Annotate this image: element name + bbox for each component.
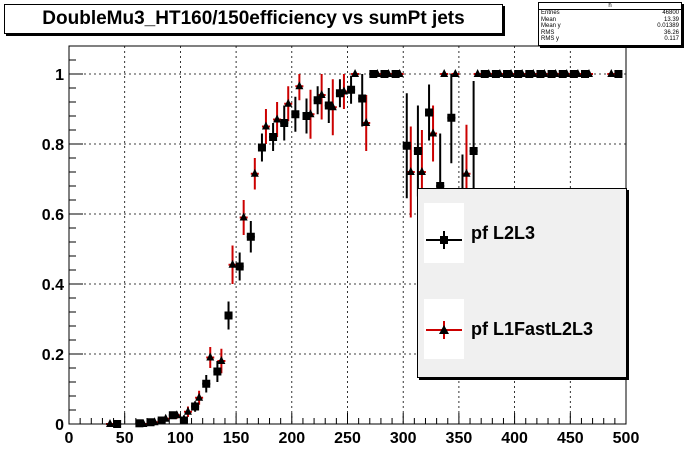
data-point-triangle bbox=[228, 259, 237, 268]
data-point-triangle bbox=[607, 69, 616, 77]
x-tick-label: 500 bbox=[613, 430, 640, 447]
data-point-square bbox=[179, 416, 188, 425]
x-tick-label: 150 bbox=[223, 430, 250, 447]
data-point-triangle bbox=[105, 419, 114, 427]
data-point-square bbox=[581, 70, 590, 78]
y-tick-label: 0.6 bbox=[42, 207, 64, 224]
data-point-triangle bbox=[239, 212, 248, 221]
y-tick-label: 0.4 bbox=[42, 277, 64, 294]
data-point-triangle bbox=[462, 168, 471, 177]
data-point-square bbox=[335, 89, 344, 98]
data-point-square bbox=[425, 108, 434, 117]
data-point-square bbox=[469, 147, 478, 155]
data-point-square bbox=[447, 113, 456, 122]
data-point-triangle bbox=[195, 392, 204, 401]
data-point-square bbox=[369, 70, 378, 78]
data-point-square bbox=[380, 70, 389, 78]
stats-name: h bbox=[539, 3, 681, 10]
data-point-triangle bbox=[295, 81, 304, 90]
data-point-triangle bbox=[217, 356, 226, 364]
axis-layer: 0 50 100 150 200 250 300 350 400 450 500 0 0.2 0.4 0.6… bbox=[42, 45, 640, 447]
data-point-triangle bbox=[273, 114, 282, 123]
data-point-triangle bbox=[417, 167, 426, 175]
data-point-triangle bbox=[429, 128, 438, 137]
data-point-triangle bbox=[261, 121, 270, 130]
data-point-square bbox=[491, 70, 500, 78]
data-point-square bbox=[291, 110, 300, 119]
data-point-square bbox=[614, 70, 623, 78]
data-point-square bbox=[525, 70, 534, 78]
data-point-square bbox=[246, 232, 255, 241]
legend-symbol-square bbox=[424, 203, 464, 263]
y-tick-label: 0.2 bbox=[42, 347, 64, 364]
data-point-square bbox=[558, 70, 567, 78]
data-point-square bbox=[257, 143, 266, 152]
data-point-triangle bbox=[473, 69, 482, 77]
data-point-square bbox=[224, 311, 233, 320]
x-tick-label: 250 bbox=[334, 430, 361, 447]
stats-row-entries: Entries 46800 bbox=[541, 10, 679, 16]
data-point-square bbox=[514, 70, 523, 78]
legend-label-2: pf L1FastL2L3 bbox=[471, 319, 594, 339]
data-point-square bbox=[547, 70, 556, 78]
data-point-triangle bbox=[451, 69, 460, 77]
data-point-triangle bbox=[284, 98, 293, 107]
x-tick-label: 350 bbox=[446, 430, 473, 447]
data-point-square bbox=[436, 182, 445, 190]
data-point-square bbox=[503, 70, 512, 78]
legend-symbol-triangle bbox=[424, 299, 464, 359]
stats-row-mean: Mean 13.39 bbox=[541, 16, 679, 23]
data-point-square bbox=[191, 402, 200, 411]
stats-row-rms-y: RMS y 0.117 bbox=[541, 36, 679, 42]
y-tick-label: 1 bbox=[55, 67, 64, 84]
data-point-square bbox=[413, 147, 422, 155]
legend-entry-pf-l2l3: pf L2L3 bbox=[424, 203, 620, 263]
legend-label-1: pf L2L3 bbox=[471, 223, 536, 243]
data-point-triangle bbox=[250, 168, 259, 177]
data-point-square bbox=[157, 416, 166, 425]
data-point-square bbox=[569, 70, 578, 78]
stats-row-mean-y: Mean y 0.01389 bbox=[541, 23, 679, 29]
x-tick-label: 300 bbox=[390, 430, 417, 447]
data-point-square bbox=[402, 141, 411, 150]
stats-row-rms: RMS 36.26 bbox=[541, 29, 679, 36]
x-tick-label: 200 bbox=[278, 430, 305, 447]
data-point-square bbox=[168, 411, 177, 420]
x-tick-label: 400 bbox=[501, 430, 528, 447]
x-tick-label: 100 bbox=[167, 430, 194, 447]
data-point-square bbox=[391, 70, 400, 78]
data-point-triangle bbox=[406, 167, 415, 175]
y-tick-label: 0 bbox=[55, 417, 64, 434]
stats-box: h Entries 46800 Mean 13.39 Mean y 0.01389 R… bbox=[538, 2, 682, 46]
data-point-square bbox=[536, 70, 545, 78]
data-point-square bbox=[324, 101, 333, 110]
x-tick-label: 50 bbox=[116, 430, 134, 447]
legend: pf L2L3 pf L1FastL2L3 bbox=[417, 188, 627, 378]
data-point-square bbox=[213, 367, 222, 376]
data-point-square bbox=[347, 85, 356, 94]
data-point-square bbox=[146, 418, 155, 427]
chart-title: DoubleMu3_HT160/150efficiency vs sumPt j… bbox=[4, 4, 503, 34]
data-point-triangle bbox=[362, 118, 371, 126]
data-point-square bbox=[202, 379, 211, 388]
data-point-triangle bbox=[206, 352, 215, 361]
legend-entry-pf-l1fastl2l3: pf L1FastL2L3 bbox=[424, 299, 620, 359]
x-tick-label: 450 bbox=[557, 430, 584, 447]
data-point-triangle bbox=[183, 406, 192, 415]
data-point-square bbox=[358, 94, 367, 103]
data-point-square bbox=[480, 70, 489, 78]
y-tick-label: 0.8 bbox=[42, 137, 64, 154]
data-point-square bbox=[302, 112, 311, 120]
data-point-square bbox=[135, 419, 144, 428]
x-tick-label: 0 bbox=[65, 430, 74, 447]
data-point-triangle bbox=[317, 90, 326, 98]
data-point-triangle bbox=[351, 69, 360, 77]
data-point-triangle bbox=[440, 69, 449, 77]
data-point-square bbox=[313, 96, 322, 105]
data-point-square bbox=[269, 133, 278, 141]
series-layer bbox=[105, 69, 623, 428]
data-point-square bbox=[235, 262, 244, 271]
data-point-square bbox=[280, 119, 289, 127]
